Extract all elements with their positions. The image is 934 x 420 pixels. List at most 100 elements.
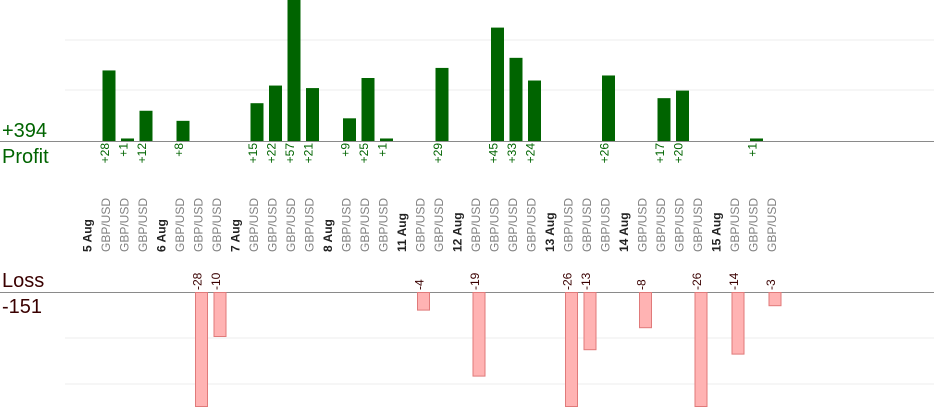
- pair-label: GBP/USD: [506, 198, 520, 252]
- date-label: 11 Aug: [395, 213, 409, 252]
- loss-bar: [565, 292, 578, 407]
- loss-bar: [213, 292, 227, 337]
- profit-value-label: +26: [598, 143, 612, 164]
- profit-value-label: +45: [487, 143, 501, 164]
- pair-label: GBP/USD: [432, 198, 446, 252]
- pair-label: GBP/USD: [99, 198, 113, 252]
- profit-bar: [287, 0, 301, 141]
- pair-label: GBP/USD: [358, 198, 372, 252]
- loss-title: Loss: [2, 270, 44, 292]
- profit-bar: [176, 120, 190, 141]
- date-label: 12 Aug: [451, 212, 465, 252]
- loss-value-label: -10: [209, 272, 223, 290]
- profit-bar: [491, 27, 504, 142]
- gridlines: [0, 39, 934, 385]
- loss-bar: [583, 292, 597, 351]
- pair-label: GBP/USD: [469, 198, 483, 252]
- pair-label: GBP/USD: [284, 198, 298, 252]
- profit-value-label: +15: [246, 143, 260, 164]
- profit-bar: [139, 110, 153, 141]
- pair-label: GBP/USD: [765, 198, 779, 252]
- profit-value-label: +21: [302, 143, 316, 164]
- loss-value-label: -19: [468, 272, 482, 290]
- pair-label: GBP/USD: [266, 198, 280, 252]
- pair-label: GBP/USD: [488, 198, 502, 252]
- loss-bar: [694, 292, 708, 407]
- profit-bar: [528, 80, 541, 141]
- pair-label: GBP/USD: [340, 198, 354, 252]
- loss-bar: [417, 292, 430, 311]
- profit-value-label: +20: [672, 143, 686, 164]
- profit-bar: [509, 57, 523, 142]
- profit-bar: [361, 78, 375, 141]
- profit-value-label: +28: [98, 143, 112, 164]
- profit-bar: [269, 85, 282, 141]
- pair-label: GBP/USD: [414, 198, 428, 252]
- pair-label: GBP/USD: [192, 198, 206, 252]
- profit-bar: [306, 88, 319, 141]
- loss-bar: [195, 292, 208, 407]
- profit-bar: [380, 138, 393, 141]
- pair-label: GBP/USD: [654, 198, 668, 252]
- profit-value-label: +24: [524, 143, 538, 164]
- date-label: 13 Aug: [543, 212, 557, 252]
- loss-value-label: -26: [561, 272, 575, 290]
- profit-bar: [102, 70, 116, 141]
- date-label: 6 Aug: [155, 219, 169, 252]
- profit-bar: [602, 75, 615, 141]
- pair-label: GBP/USD: [173, 198, 187, 252]
- loss-value-label: -3: [764, 279, 778, 290]
- profit-value-label: +8: [172, 143, 186, 157]
- date-label: 5 Aug: [81, 219, 95, 252]
- pair-label: GBP/USD: [247, 198, 261, 252]
- profit-bar: [343, 118, 356, 141]
- profit-value-label: +29: [431, 143, 445, 164]
- loss-bars: -28 -10 -4 -19 -26 -13 -8 -26 -14 -3: [191, 272, 782, 407]
- date-label: 8 Aug: [321, 219, 335, 252]
- loss-bar: [472, 292, 486, 377]
- pair-label: GBP/USD: [580, 198, 594, 252]
- pair-label: GBP/USD: [136, 198, 150, 252]
- pair-label: GBP/USD: [525, 198, 539, 252]
- profit-value-label: +22: [265, 143, 279, 164]
- profit-value-label: +1: [746, 143, 760, 157]
- pair-label: GBP/USD: [728, 198, 742, 252]
- x-axis-labels: 5 Aug GBP/USD GBP/USD GBP/USD 6 Aug GBP/USD GB…: [81, 198, 780, 252]
- loss-value-label: -13: [579, 272, 593, 290]
- profit-bar: [250, 103, 264, 141]
- pair-label: GBP/USD: [562, 198, 576, 252]
- loss-bar: [639, 292, 652, 329]
- profit-value-label: +1: [117, 143, 131, 157]
- profit-value-label: +25: [357, 143, 371, 164]
- date-label: 14 Aug: [617, 212, 631, 252]
- pair-label: GBP/USD: [377, 198, 391, 252]
- pair-label: GBP/USD: [747, 198, 761, 252]
- pair-label: GBP/USD: [303, 198, 317, 252]
- loss-bar: [768, 292, 782, 307]
- profit-value-label: +9: [339, 143, 353, 157]
- profit-bars: +28 +1 +12 +8 +15 +22 +57 +21 +9 +25 +1 +29 +45 +33 +2…: [98, 0, 763, 163]
- pair-label: GBP/USD: [691, 198, 705, 252]
- profit-bar: [435, 67, 449, 141]
- pair-label: GBP/USD: [673, 198, 687, 252]
- loss-value-label: -14: [727, 272, 741, 290]
- profit-bar: [657, 98, 671, 141]
- date-label: 7 Aug: [229, 219, 243, 252]
- loss-value-label: -8: [635, 279, 649, 290]
- loss-bar: [731, 292, 745, 355]
- profit-value-label: +12: [135, 143, 149, 164]
- profit-bar: [750, 138, 763, 141]
- profit-bar: [676, 90, 689, 141]
- pair-label: GBP/USD: [636, 198, 650, 252]
- profit-total: +394: [2, 120, 47, 142]
- profit-value-label: +1: [376, 143, 390, 157]
- pair-label: GBP/USD: [118, 198, 132, 252]
- profit-value-label: +17: [653, 143, 667, 164]
- loss-value-label: -26: [690, 272, 704, 290]
- pair-label: GBP/USD: [210, 198, 224, 252]
- profit-value-label: +33: [505, 143, 519, 164]
- loss-value-label: -28: [191, 272, 205, 290]
- loss-total: -151: [2, 296, 42, 318]
- pair-label: GBP/USD: [599, 198, 613, 252]
